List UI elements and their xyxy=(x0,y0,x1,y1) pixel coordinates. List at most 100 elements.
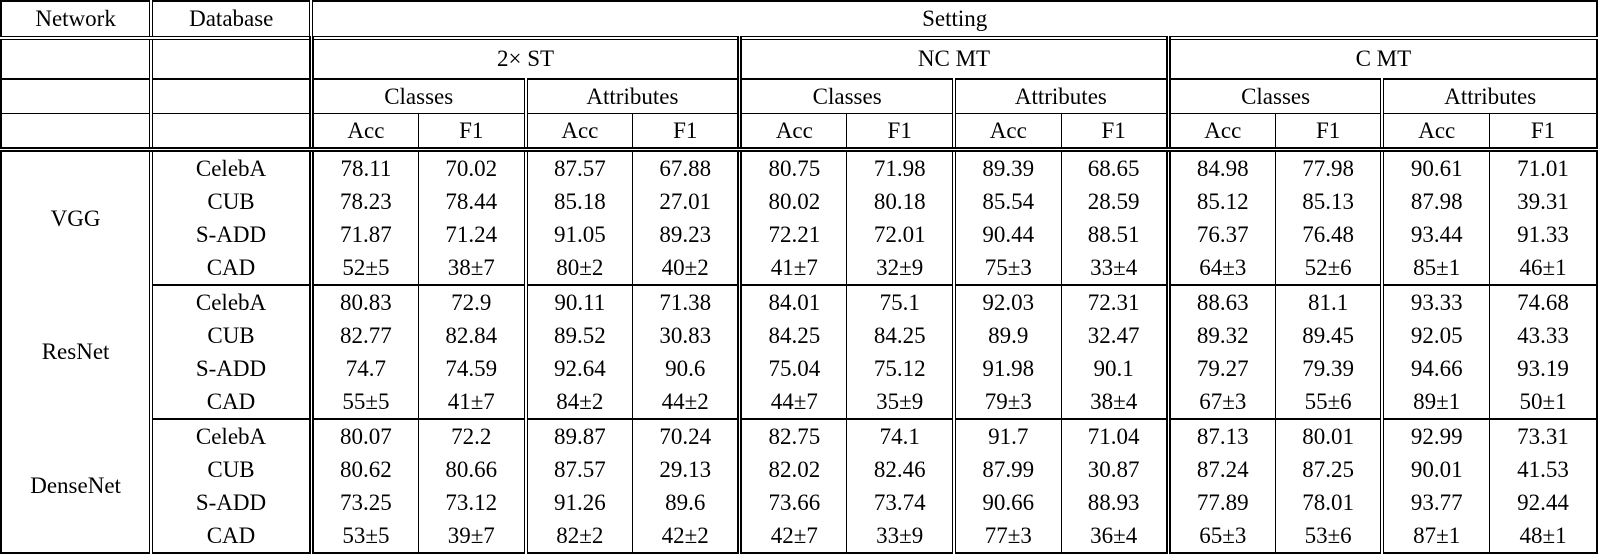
metric-cell: 79±3 xyxy=(951,385,1062,420)
subgroup-header-classes: Classes xyxy=(1165,79,1383,114)
metric-cell: 78.11 xyxy=(308,149,419,185)
metric-cell: 39.31 xyxy=(1489,185,1597,218)
setting-column-header-c-mt: C MT xyxy=(1165,38,1597,80)
database-cell: CAD xyxy=(149,519,312,554)
metric-cell: 91.98 xyxy=(951,352,1062,385)
table-row: CAD 53±5 39±7 82±2 42±2 42±7 33±9 77±3 36±4 65±3 5… xyxy=(1,519,1597,554)
metric-cell: 77±3 xyxy=(951,519,1062,554)
metric-cell: 41.53 xyxy=(1489,453,1597,486)
database-cell: S-ADD xyxy=(149,486,312,519)
metric-cell: 78.01 xyxy=(1274,486,1383,519)
metric-cell: 80±2 xyxy=(523,251,633,286)
metric-cell: 71.38 xyxy=(632,285,740,319)
database-header: Database xyxy=(149,1,312,40)
metric-cell: 92.99 xyxy=(1380,419,1490,453)
metric-cell: 73.31 xyxy=(1489,419,1597,453)
metric-cell: 93.19 xyxy=(1489,352,1597,385)
metric-cell: 33±4 xyxy=(1060,251,1169,286)
metric-cell: 50±1 xyxy=(1489,385,1597,420)
metric-cell: 78.44 xyxy=(417,185,526,218)
header-row-settings: 2× ST NC MT C MT xyxy=(1,38,1597,80)
database-header-spacer xyxy=(149,79,312,114)
subgroup-header-classes: Classes xyxy=(737,79,954,114)
database-cell: CUB xyxy=(149,453,312,486)
metric-cell: 90.1 xyxy=(1060,352,1169,385)
metric-cell: 87.13 xyxy=(1165,419,1276,453)
metric-cell: 79.27 xyxy=(1165,352,1276,385)
metric-cell: 89.87 xyxy=(523,419,633,453)
subgroup-header-attributes: Attributes xyxy=(523,79,740,114)
metric-cell: 92.44 xyxy=(1489,486,1597,519)
header-row-metrics: Acc F1 Acc F1 Acc F1 Acc F1 Acc F1 Acc F1 xyxy=(1,113,1597,152)
metric-cell: 38±4 xyxy=(1060,385,1169,420)
metric-cell: 88.63 xyxy=(1165,285,1276,319)
metric-cell: 89.23 xyxy=(632,218,740,251)
metric-cell: 77.98 xyxy=(1274,149,1383,185)
metric-cell: 92.05 xyxy=(1380,319,1490,352)
metric-cell: 90.66 xyxy=(951,486,1062,519)
metric-cell: 87.98 xyxy=(1380,185,1490,218)
metric-cell: 85±1 xyxy=(1380,251,1490,286)
metric-cell: 76.48 xyxy=(1274,218,1383,251)
database-cell: CelebA xyxy=(149,419,312,453)
metric-cell: 72.9 xyxy=(417,285,526,319)
metric-cell: 82.75 xyxy=(737,419,847,453)
subgroup-header-classes: Classes xyxy=(308,79,526,114)
metric-cell: 76.37 xyxy=(1165,218,1276,251)
database-cell: CelebA xyxy=(149,149,312,185)
metric-cell: 70.24 xyxy=(632,419,740,453)
metric-cell: 33±9 xyxy=(846,519,954,554)
metric-cell: 93.33 xyxy=(1380,285,1490,319)
database-cell: CAD xyxy=(149,251,312,286)
metric-header-acc: Acc xyxy=(737,113,847,152)
metric-cell: 90.44 xyxy=(951,218,1062,251)
metric-cell: 84.01 xyxy=(737,285,847,319)
table-row: CUB 82.77 82.84 89.52 30.83 84.25 84.25 89.9 32.… xyxy=(1,319,1597,352)
metric-cell: 87.57 xyxy=(523,453,633,486)
subgroup-header-attributes: Attributes xyxy=(951,79,1169,114)
metric-cell: 48±1 xyxy=(1489,519,1597,554)
metric-cell: 30.87 xyxy=(1060,453,1169,486)
metric-header-f1: F1 xyxy=(632,113,740,152)
metric-header-acc: Acc xyxy=(951,113,1062,152)
metric-cell: 89±1 xyxy=(1380,385,1490,420)
metric-cell: 71.04 xyxy=(1060,419,1169,453)
metric-cell: 73.25 xyxy=(308,486,419,519)
metric-cell: 89.32 xyxy=(1165,319,1276,352)
network-header-spacer xyxy=(1,38,152,80)
database-cell: S-ADD xyxy=(149,218,312,251)
metric-cell: 89.6 xyxy=(632,486,740,519)
network-cell: VGG xyxy=(50,205,101,231)
metric-cell: 75.04 xyxy=(737,352,847,385)
metric-header-f1: F1 xyxy=(1060,113,1169,152)
metric-cell: 85.18 xyxy=(523,185,633,218)
metric-header-f1: F1 xyxy=(417,113,526,152)
setting-header: Setting xyxy=(309,1,1597,40)
metric-cell: 41±7 xyxy=(737,251,847,286)
metric-cell: 70.02 xyxy=(417,149,526,185)
metric-cell: 75.1 xyxy=(846,285,954,319)
metric-cell: 80.01 xyxy=(1274,419,1383,453)
metric-header-f1: F1 xyxy=(1274,113,1383,152)
metric-cell: 71.24 xyxy=(417,218,526,251)
metric-cell: 67±3 xyxy=(1165,385,1276,420)
metric-header-acc: Acc xyxy=(1380,113,1490,152)
network-header-spacer xyxy=(1,113,152,152)
metric-cell: 43.33 xyxy=(1489,319,1597,352)
metric-cell: 89.9 xyxy=(951,319,1062,352)
table-row: CAD 55±5 41±7 84±2 44±2 44±7 35±9 79±3 38±4 67±3 5… xyxy=(1,385,1597,420)
metric-cell: 78.23 xyxy=(308,185,419,218)
metric-cell: 90.6 xyxy=(632,352,740,385)
metric-cell: 29.13 xyxy=(632,453,740,486)
metric-cell: 52±6 xyxy=(1274,251,1383,286)
metric-cell: 55±5 xyxy=(308,385,419,420)
setting-column-header-2-st: 2× ST xyxy=(308,38,740,80)
metric-cell: 36±4 xyxy=(1060,519,1169,554)
metric-cell: 91.05 xyxy=(523,218,633,251)
metric-header-f1: F1 xyxy=(846,113,954,152)
metric-cell: 82.84 xyxy=(417,319,526,352)
table-row: CAD 52±5 38±7 80±2 40±2 41±7 32±9 75±3 33±4 64±3 5… xyxy=(1,251,1597,286)
table-row: CUB 78.23 78.44 85.18 27.01 80.02 80.18 85.54 28… xyxy=(1,185,1597,218)
metric-cell: 80.83 xyxy=(308,285,419,319)
